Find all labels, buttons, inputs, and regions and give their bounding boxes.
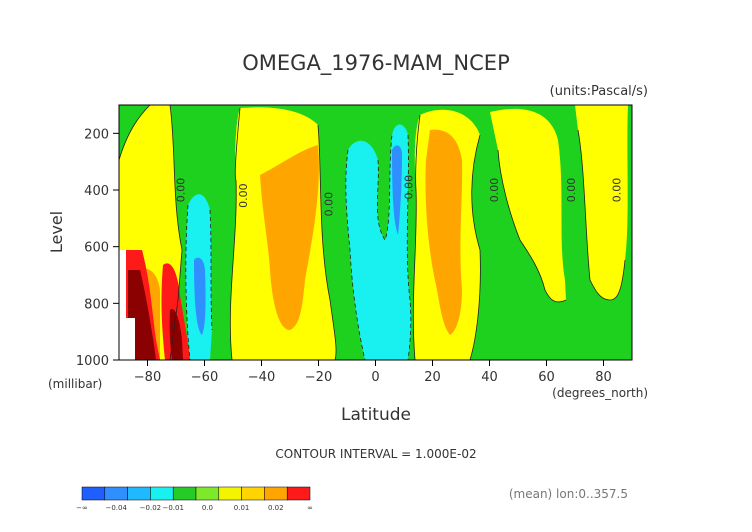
colorbar-label: 0.01 [234, 504, 250, 512]
x-tick-label: −40 [248, 370, 275, 385]
zero-contour-labels: 0.00 0.00 0.00 0.00 0.00 0.00 0.00 [175, 175, 624, 217]
colorbar-swatch [195, 486, 220, 501]
y-tick-label: 1000 [76, 354, 109, 369]
y-units-label: (millibar) [48, 377, 102, 391]
colorbar-swatch [286, 486, 311, 501]
orange-band-eq [425, 129, 463, 335]
yellow-band-nh-polar [575, 105, 628, 300]
colorbar-label: 0.02 [268, 504, 284, 512]
colorbar-swatch [81, 486, 106, 501]
colorbar-swatch [172, 486, 197, 501]
zero-contour-label: 0.00 [323, 192, 336, 217]
zero-contour-label: 0.00 [565, 178, 578, 203]
zero-contour-label: 0.00 [403, 175, 416, 200]
chart-title: OMEGA_1976-MAM_NCEP [242, 51, 509, 76]
colorbar-label: 0.0 [202, 504, 213, 512]
x-tick-label: 0 [371, 370, 379, 385]
x-tick-label: 20 [424, 370, 441, 385]
contour-interval-text: CONTOUR INTERVAL = 1.000E-02 [275, 447, 476, 461]
y-tick-label: 400 [84, 184, 109, 199]
y-axis: 200 400 600 800 1000 [76, 127, 119, 369]
x-axis-label: Latitude [341, 405, 411, 425]
y-tick-label: 200 [84, 127, 109, 142]
x-tick-label: 40 [481, 370, 498, 385]
y-tick-label: 600 [84, 241, 109, 256]
x-tick-label: −80 [134, 370, 161, 385]
colorbar-swatch [241, 486, 265, 501]
orange-band-sh-mid [260, 145, 319, 330]
zero-contour-label: 0.00 [488, 178, 501, 203]
x-tick-label: −20 [305, 370, 332, 385]
x-axis: −80 −60 −40 −20 0 20 40 60 80 [134, 360, 612, 385]
x-units-label: (degrees_north) [552, 386, 648, 400]
y-axis-label: Level [47, 211, 66, 253]
darkred-core-sh-b [169, 309, 183, 360]
colorbar-swatch [104, 486, 128, 501]
colorbar-swatch [150, 486, 174, 501]
blue-core-sh [194, 257, 206, 335]
red-band-sh-b [161, 263, 190, 360]
x-tick-label: −60 [191, 370, 218, 385]
x-tick-label: 80 [595, 370, 612, 385]
missing-data-region [119, 250, 135, 360]
x-tick-label: 60 [538, 370, 555, 385]
zero-contour-label: 0.00 [237, 183, 250, 208]
zero-contour-label: 0.00 [175, 178, 188, 203]
colorbar-swatch [218, 486, 242, 501]
units-label: (units:Pascal/s) [550, 84, 648, 99]
contour-fill [119, 105, 632, 360]
blue-core-eq [392, 145, 402, 235]
colorbar-swatch [264, 486, 288, 501]
y-tick-label: 800 [84, 297, 109, 312]
zero-contour-label: 0.00 [611, 178, 624, 203]
colorbar-label: ∞ [307, 504, 313, 512]
colorbar-label: −0.04 [105, 504, 127, 512]
yellow-band-nh-mid [490, 108, 566, 302]
colorbar-label: −∞ [76, 504, 88, 512]
mean-text: (mean) lon:0..357.5 [509, 487, 628, 501]
colorbar: −∞ −0.04 −0.02 −0.01 0.0 0.01 0.02 ∞ [76, 486, 313, 512]
colorbar-label: −0.02 [140, 504, 161, 512]
colorbar-label: −0.01 [162, 504, 183, 512]
colorbar-swatch [127, 486, 151, 501]
